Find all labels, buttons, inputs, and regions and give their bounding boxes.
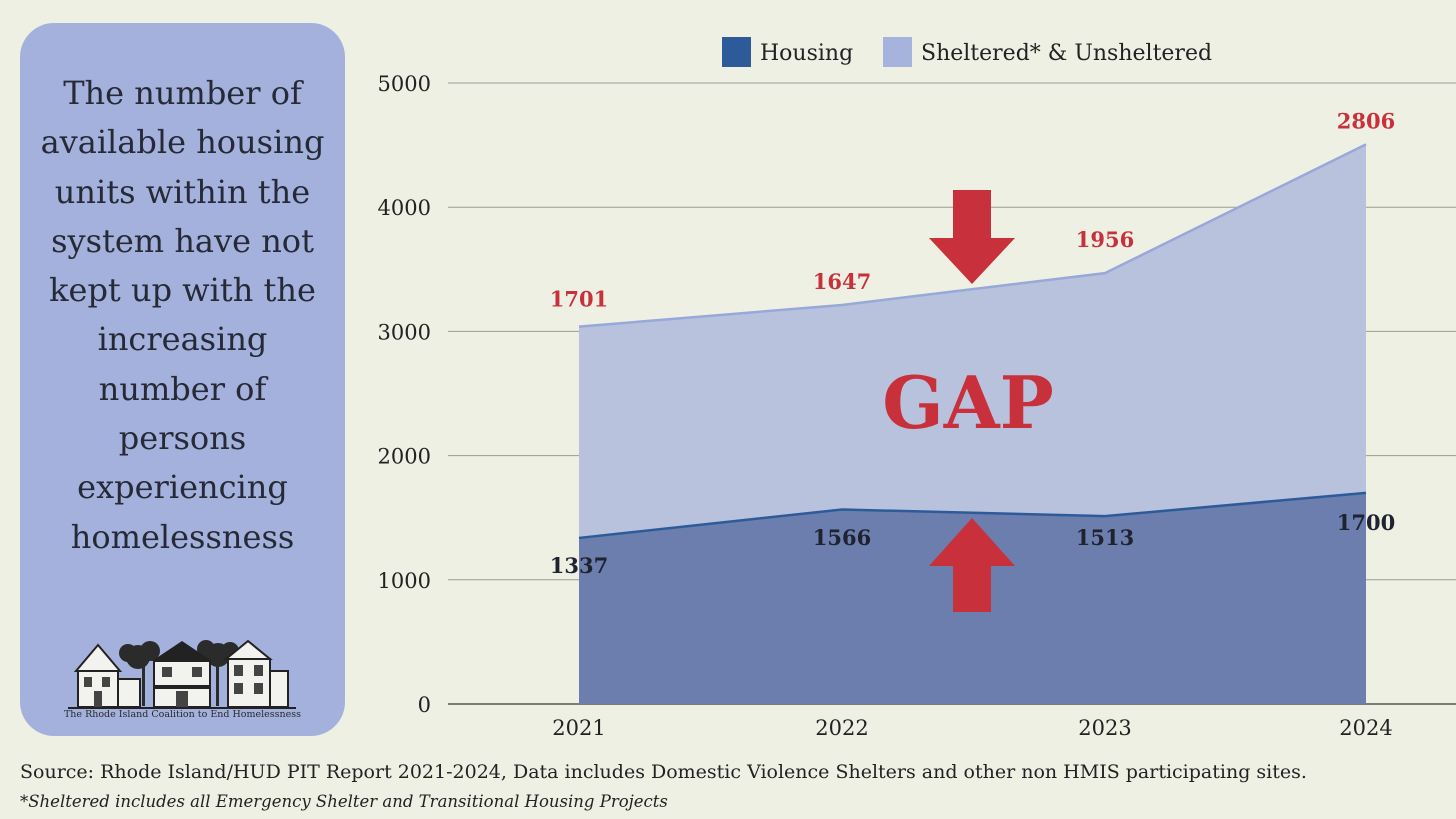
- x-tick-label: 2022: [815, 716, 868, 740]
- y-tick-label: 1000: [378, 569, 431, 593]
- housing-value-label: 1566: [813, 525, 871, 550]
- legend-label-housing: Housing: [760, 41, 853, 66]
- y-tick-label: 0: [418, 693, 431, 717]
- data-labels: 1701 1647 1956 2806 1337 1566 1513 1700: [550, 108, 1395, 578]
- housing-value-label: 1700: [1337, 510, 1395, 535]
- sheltered-value-label: 1701: [550, 287, 608, 312]
- x-tick-label: 2021: [552, 716, 605, 740]
- sheltered-footnote: *Sheltered includes all Emergency Shelte…: [20, 792, 668, 811]
- arrows: [929, 190, 1015, 612]
- housing-value-label: 1513: [1076, 525, 1134, 550]
- sheltered-value-label: 1956: [1076, 227, 1134, 252]
- x-tick-label: 2023: [1078, 716, 1131, 740]
- y-tick-label: 4000: [378, 196, 431, 220]
- legend-swatch-sheltered: [883, 37, 912, 67]
- up-arrow-icon: [929, 518, 1015, 612]
- y-tick-label: 3000: [378, 320, 431, 344]
- sheltered-value-label: 1647: [813, 269, 871, 294]
- sheltered-line: [578, 143, 1367, 328]
- housing-line: [578, 491, 1367, 540]
- y-tick-label: 2000: [378, 445, 431, 469]
- down-arrow-icon: [929, 190, 1015, 284]
- houses-logo-icon: [68, 639, 296, 709]
- source-note: Source: Rhode Island/HUD PIT Report 2021…: [20, 761, 1307, 783]
- legend: Housing Sheltered* & Unsheltered: [722, 37, 1212, 67]
- gap-annotation: GAP: [882, 360, 1054, 445]
- stacked-area-chart: 0 1000 2000 3000 4000 5000 2021 2022 2023 2024 Ho…: [378, 37, 1456, 740]
- legend-swatch-housing: [722, 37, 751, 67]
- y-tick-label: 5000: [378, 72, 431, 96]
- x-tick-label: 2024: [1339, 716, 1392, 740]
- panel-message: The number of available housing units wi…: [40, 74, 325, 556]
- axes: 0 1000 2000 3000 4000 5000 2021 2022 2023 2024: [378, 72, 1393, 740]
- info-panel: The number of available housing units wi…: [20, 23, 345, 736]
- sheltered-value-label: 2806: [1337, 108, 1395, 133]
- logo-caption: The Rhode Island Coalition to End Homele…: [63, 709, 302, 720]
- legend-label-sheltered: Sheltered* & Unsheltered: [921, 41, 1212, 66]
- housing-value-label: 1337: [550, 553, 608, 578]
